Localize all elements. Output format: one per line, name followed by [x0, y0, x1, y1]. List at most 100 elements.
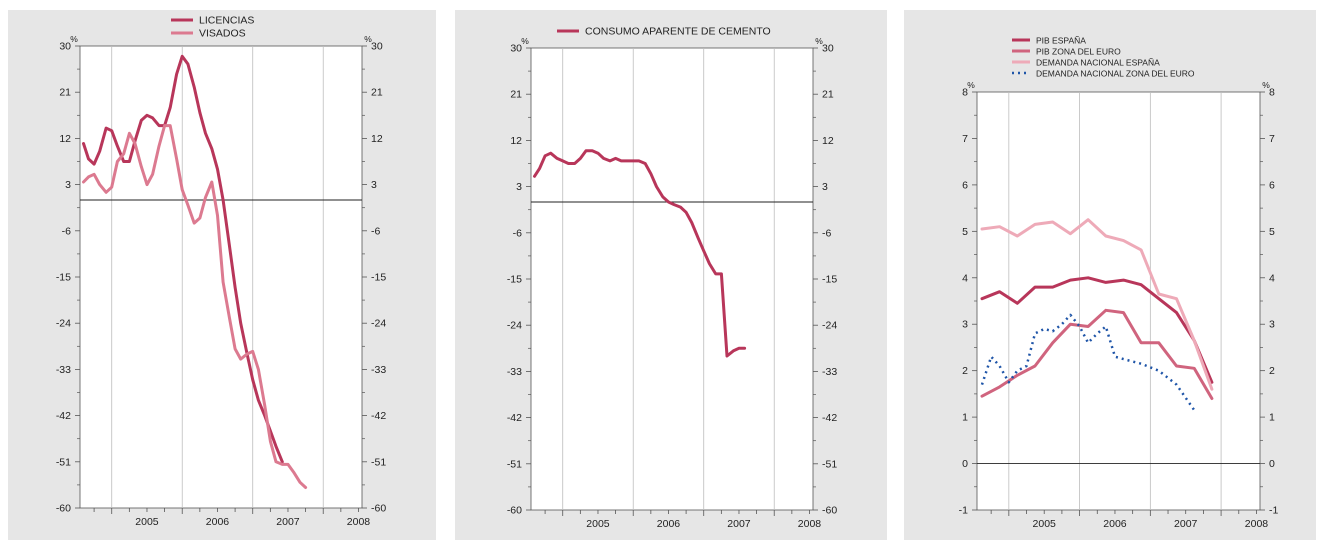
y-tick-label-left: 21	[510, 89, 522, 101]
y-tick-label-right: -51	[822, 458, 837, 470]
y-tick-label-left: -15	[56, 272, 71, 284]
y-tick-label-left: 12	[59, 133, 71, 145]
y-tick-label-right: -33	[371, 364, 386, 376]
y-tick-label-right: 21	[822, 89, 834, 101]
y-tick-label-right: 6	[1269, 179, 1275, 191]
series-line	[82, 54, 284, 464]
y-tick-label-right: -15	[371, 272, 386, 284]
y-tick-label-left: -6	[62, 225, 71, 237]
plot-area	[530, 47, 814, 511]
y-tick-label-left: -1	[959, 505, 968, 517]
x-tick-label: 2008	[798, 518, 822, 530]
y-tick-label-left: 6	[962, 179, 968, 191]
legend-label: DEMANDA NACIONAL ZONA DEL EURO	[1036, 69, 1195, 79]
y-tick-label-left: 7	[962, 133, 968, 145]
x-tick-label: 2007	[276, 516, 300, 528]
y-tick-label-left: 30	[510, 43, 522, 55]
y-tick-label-right: 12	[371, 133, 383, 145]
y-tick-label-right: 12	[822, 135, 834, 147]
chart-svg: 2005 2006 2007 2008 30 30 21 21 12 12 3 3 -6 -6 -15 -15…	[56, 15, 387, 529]
y-tick-label-left: -42	[507, 412, 522, 424]
y-tick-label-right: -33	[822, 366, 837, 378]
y-tick-label-left: -60	[507, 505, 522, 517]
x-tick-label: 2007	[1174, 518, 1198, 530]
y-tick-label-left: -51	[507, 458, 522, 470]
chart-panel-pib-demanda: 2005 2006 2007 2008 8 8 7 7 6 6 5 5 4 4 3 3 2 2 1 1 0 0 -1 -1%%…	[904, 10, 1316, 540]
y-tick-label-right: -6	[822, 227, 831, 239]
y-unit-label-left: %	[967, 80, 975, 90]
y-unit-label-left: %	[70, 34, 78, 44]
y-tick-label-left: 3	[962, 319, 968, 331]
y-unit-label-right: %	[815, 36, 823, 46]
y-tick-label-right: -15	[822, 274, 837, 286]
y-tick-label-right: 30	[371, 41, 383, 53]
x-tick-label: 2005	[1033, 518, 1057, 530]
y-tick-label-left: -60	[56, 503, 71, 515]
x-tick-label: 2007	[727, 518, 751, 530]
y-unit-label-right: %	[364, 34, 372, 44]
y-tick-label-right: 1	[1269, 412, 1275, 424]
legend-label: CONSUMO APARENTE DE CEMENTO	[585, 26, 771, 38]
x-tick-label: 2006	[657, 518, 681, 530]
y-tick-label-right: 8	[1269, 87, 1275, 99]
legend-label: DEMANDA NACIONAL ESPAÑA	[1036, 58, 1160, 68]
y-tick-label-right: -24	[822, 320, 837, 332]
y-tick-label-left: 0	[962, 458, 968, 470]
series-line	[533, 149, 747, 358]
y-tick-label-left: -51	[56, 456, 71, 468]
y-tick-label-left: -33	[56, 364, 71, 376]
chart-svg: 2005 2006 2007 2008 8 8 7 7 6 6 5 5 4 4 3 3 2 2 1 1 0 0 -1 -1%%…	[959, 36, 1279, 531]
y-tick-label-right: -6	[371, 225, 380, 237]
y-tick-label-right: 3	[371, 179, 377, 191]
y-tick-label-right: -1	[1269, 505, 1278, 517]
x-tick-label: 2006	[1103, 518, 1127, 530]
x-tick-label: 2008	[1245, 518, 1269, 530]
y-tick-label-right: 7	[1269, 133, 1275, 145]
chart-svg: 2005 2006 2007 2008 30 30 21 21 12 12 3 3 -6 -6 -15 -15…	[507, 26, 838, 531]
y-tick-label-left: 1	[962, 412, 968, 424]
series-line	[980, 313, 1196, 411]
y-tick-label-right: 5	[1269, 226, 1275, 238]
series-line	[980, 308, 1214, 400]
y-tick-label-left: -24	[507, 320, 522, 332]
y-tick-label-left: 2	[962, 365, 968, 377]
chart-panel-consumo-cemento: 2005 2006 2007 2008 30 30 21 21 12 12 3 3 -6 -6 -15 -15…	[455, 10, 887, 540]
y-tick-label-left: -15	[507, 274, 522, 286]
y-unit-label-right: %	[1262, 80, 1270, 90]
y-tick-label-left: -33	[507, 366, 522, 378]
y-tick-label-right: -60	[822, 505, 837, 517]
legend-label: PIB ZONA DEL EURO	[1036, 47, 1121, 57]
y-tick-label-right: -51	[371, 456, 386, 468]
x-tick-label: 2008	[347, 516, 371, 528]
y-tick-label-right: -42	[822, 412, 837, 424]
y-tick-label-right: 21	[371, 87, 383, 99]
y-tick-label-left: -24	[56, 318, 71, 330]
series-line	[82, 124, 308, 489]
x-tick-label: 2006	[206, 516, 230, 528]
legend-label: PIB ESPAÑA	[1036, 36, 1086, 46]
legend-label: VISADOS	[199, 28, 246, 40]
series-line	[980, 218, 1214, 391]
y-tick-label-right: 4	[1269, 272, 1275, 284]
y-tick-label-right: 3	[822, 181, 828, 193]
y-tick-label-left: 12	[510, 135, 522, 147]
y-tick-label-right: 3	[1269, 319, 1275, 331]
y-tick-label-left: 30	[59, 41, 71, 53]
y-tick-label-right: 30	[822, 43, 834, 55]
y-tick-label-left: 8	[962, 87, 968, 99]
plot-area	[79, 45, 363, 509]
y-tick-label-right: 2	[1269, 365, 1275, 377]
legend-label: LICENCIAS	[199, 15, 254, 27]
y-tick-label-right: 0	[1269, 458, 1275, 470]
y-tick-label-left: -6	[513, 227, 522, 239]
x-tick-label: 2005	[135, 516, 159, 528]
y-tick-label-left: 4	[962, 272, 968, 284]
y-tick-label-left: 21	[59, 87, 71, 99]
chart-panel-licencias-visados: 2005 2006 2007 2008 30 30 21 21 12 12 3 3 -6 -6 -15 -15…	[8, 10, 436, 540]
plot-area	[976, 91, 1261, 511]
y-tick-label-left: 5	[962, 226, 968, 238]
y-tick-label-right: -24	[371, 318, 386, 330]
y-tick-label-left: -42	[56, 410, 71, 422]
y-tick-label-left: 3	[65, 179, 71, 191]
y-tick-label-left: 3	[516, 181, 522, 193]
